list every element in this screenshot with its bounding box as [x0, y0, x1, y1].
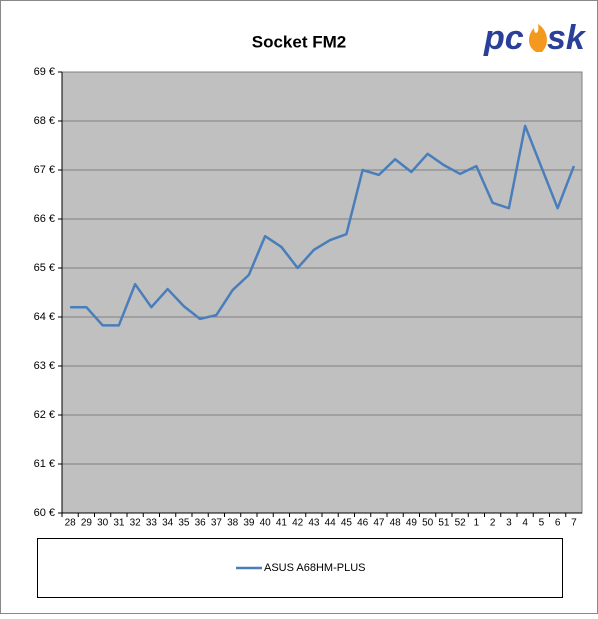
x-tick-label: 44: [325, 518, 337, 529]
x-tick-label: 50: [422, 518, 434, 529]
x-tick-label: 36: [195, 518, 207, 529]
x-tick-label: 49: [406, 518, 418, 529]
x-tick-label: 42: [292, 518, 304, 529]
logo-flame: [529, 24, 547, 52]
x-tick-label: 45: [341, 518, 353, 529]
x-tick-label: 33: [146, 518, 158, 529]
x-tick-label: 2: [490, 518, 496, 529]
x-tick-label: 7: [571, 518, 577, 529]
x-tick-label: 43: [308, 518, 320, 529]
x-tick-label: 35: [178, 518, 190, 529]
x-tick-label: 28: [65, 518, 77, 529]
plot-area: [61, 71, 583, 514]
x-tick-label: 38: [227, 518, 239, 529]
x-tick-label: 5: [539, 518, 545, 529]
x-tick-label: 40: [260, 518, 272, 529]
y-tick-label: 69 €: [34, 66, 55, 78]
x-tick-label: 31: [113, 518, 125, 529]
x-tick-label: 6: [555, 518, 561, 529]
x-tick-label: 1: [474, 518, 480, 529]
logo-text: sk: [547, 19, 587, 57]
x-tick-label: 34: [162, 518, 174, 529]
x-tick-label: 37: [211, 518, 223, 529]
x-tick-label: 41: [276, 518, 288, 529]
y-tick-label: 63 €: [34, 360, 55, 372]
x-tick-label: 32: [130, 518, 142, 529]
data-line: [70, 124, 576, 327]
x-tick-label: 30: [97, 518, 109, 529]
chart-title: Socket FM2: [252, 32, 346, 51]
logo-text: pc: [483, 19, 524, 57]
y-tick-label: 68 €: [34, 115, 55, 127]
y-tick-label: 65 €: [34, 262, 55, 274]
x-tick-label: 39: [243, 518, 255, 529]
y-tick-label: 66 €: [34, 213, 55, 225]
x-tick-label: 51: [438, 518, 450, 529]
x-tick-label: 47: [373, 518, 385, 529]
y-tick-label: 60 €: [34, 507, 55, 519]
x-tick-label: 3: [506, 518, 512, 529]
y-tick-label: 61 €: [34, 458, 55, 470]
y-tick-label: 67 €: [34, 164, 55, 176]
x-tick-label: 46: [357, 518, 369, 529]
legend-label: ASUS A68HM-PLUS: [264, 562, 365, 574]
x-tick-label: 48: [390, 518, 402, 529]
x-tick-label: 52: [455, 518, 467, 529]
x-tick-label: 4: [522, 518, 528, 529]
logo: pc sk: [483, 19, 587, 57]
y-tick-label: 62 €: [34, 409, 55, 421]
y-tick-label: 64 €: [34, 311, 55, 323]
x-tick-label: 29: [81, 518, 93, 529]
legend-box: [37, 538, 563, 598]
